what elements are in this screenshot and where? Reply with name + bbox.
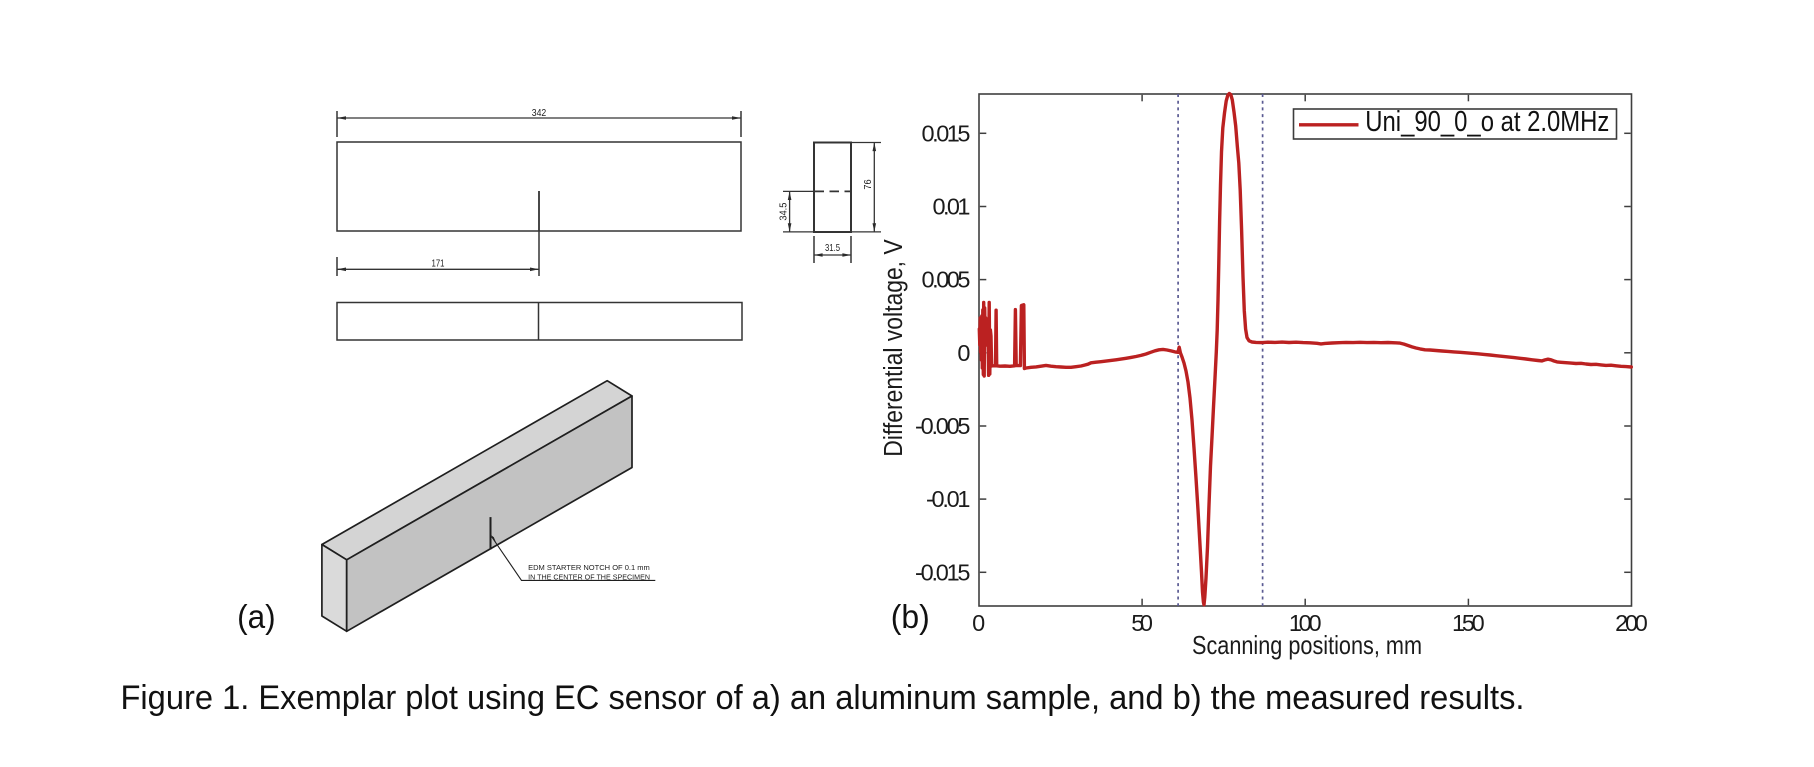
svg-text:31.5: 31.5 <box>825 242 840 254</box>
svg-text:342: 342 <box>532 107 547 119</box>
svg-text:0.015: 0.015 <box>922 120 971 146</box>
svg-text:34.5: 34.5 <box>778 202 790 220</box>
svg-text:Differential voltage, V: Differential voltage, V <box>880 239 909 457</box>
svg-text:0: 0 <box>957 340 970 366</box>
svg-text:171: 171 <box>432 258 445 270</box>
svg-text:Uni_90_0_o at 2.0MHz: Uni_90_0_o at 2.0MHz <box>1365 106 1609 138</box>
svg-text:0.01: 0.01 <box>933 194 971 220</box>
svg-text:-0.01: -0.01 <box>926 486 971 512</box>
svg-text:Figure 1. Exemplar plot using: Figure 1. Exemplar plot using EC sensor … <box>121 679 1525 717</box>
svg-text:0.005: 0.005 <box>922 267 971 293</box>
svg-text:76: 76 <box>863 179 875 190</box>
svg-text:150: 150 <box>1452 610 1485 636</box>
svg-text:0: 0 <box>972 610 985 636</box>
svg-text:100: 100 <box>1289 610 1322 636</box>
svg-text:IN THE CENTER OF THE SPECIMEN: IN THE CENTER OF THE SPECIMEN <box>528 572 650 581</box>
svg-text:-0.005: -0.005 <box>915 413 971 439</box>
svg-text:200: 200 <box>1615 610 1648 636</box>
svg-text:50: 50 <box>1131 610 1153 636</box>
svg-text:-0.015: -0.015 <box>915 559 971 585</box>
svg-text:EDM STARTER NOTCH OF 0.1 mm: EDM STARTER NOTCH OF 0.1 mm <box>528 563 650 572</box>
svg-text:(a): (a) <box>237 598 276 635</box>
svg-text:Scanning positions, mm: Scanning positions, mm <box>1192 630 1422 660</box>
svg-text:(b): (b) <box>891 598 930 635</box>
